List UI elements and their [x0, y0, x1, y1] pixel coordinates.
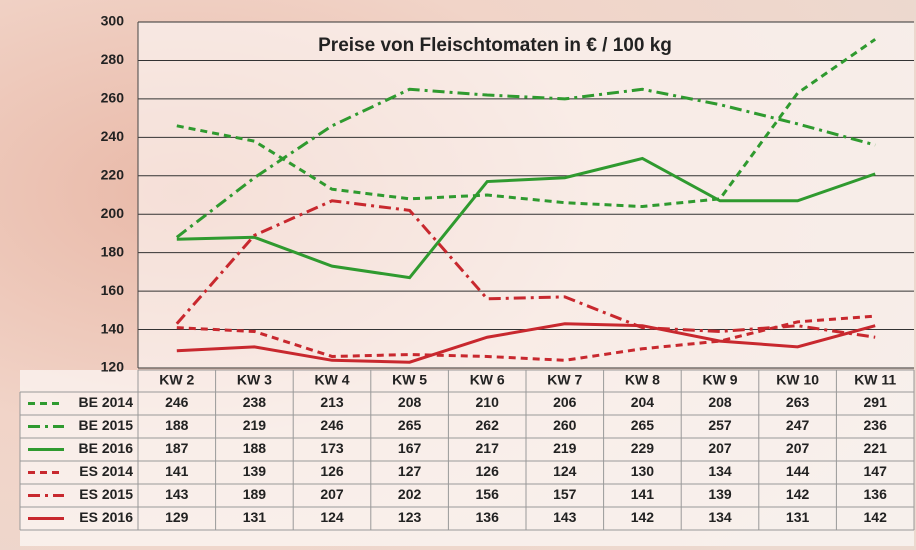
table-value: 131 [243, 509, 267, 525]
table-value: 124 [320, 509, 344, 525]
legend-label: BE 2016 [79, 440, 134, 456]
series-line [176, 156, 876, 280]
table-value: 246 [320, 417, 344, 433]
y-tick-label: 240 [101, 128, 125, 144]
x-tick-label: KW 9 [703, 372, 738, 388]
table-value: 217 [476, 440, 500, 456]
table-value: 207 [786, 440, 810, 456]
series-line [176, 322, 876, 364]
table-value: 246 [165, 394, 189, 410]
x-tick-label: KW 4 [315, 372, 350, 388]
y-tick-label: 200 [101, 205, 125, 221]
table-value: 127 [398, 463, 422, 479]
series-line [176, 314, 876, 362]
table-value: 247 [786, 417, 810, 433]
table-value: 141 [631, 486, 655, 502]
x-tick-label: KW 7 [547, 372, 582, 388]
table-value: 143 [165, 486, 189, 502]
plot-area [138, 22, 914, 368]
table-value: 262 [476, 417, 500, 433]
table-value: 208 [708, 394, 732, 410]
table-value: 156 [476, 486, 500, 502]
table-value: 123 [398, 509, 422, 525]
y-tick-label: 160 [101, 282, 125, 298]
table-value: 213 [320, 394, 344, 410]
y-tick-label: 260 [101, 90, 125, 106]
table-value: 265 [398, 417, 422, 433]
table-value: 124 [553, 463, 577, 479]
x-tick-label: KW 6 [470, 372, 505, 388]
table-value: 136 [864, 486, 888, 502]
table-value: 136 [476, 509, 500, 525]
y-tick-label: 220 [101, 166, 125, 182]
table-value: 141 [165, 463, 189, 479]
table-value: 257 [708, 417, 732, 433]
table-value: 202 [398, 486, 422, 502]
table-value: 126 [320, 463, 344, 479]
y-tick-label: 140 [101, 320, 125, 336]
table-value: 206 [553, 394, 577, 410]
table-value: 263 [786, 394, 810, 410]
series-line [175, 87, 876, 239]
table-value: 208 [398, 394, 422, 410]
table-value: 142 [864, 509, 888, 525]
table-value: 219 [243, 417, 267, 433]
table-value: 265 [631, 417, 655, 433]
table-value: 229 [631, 440, 655, 456]
table-value: 157 [553, 486, 577, 502]
table-value: 130 [631, 463, 655, 479]
table-value: 126 [476, 463, 500, 479]
table-value: 144 [786, 463, 810, 479]
table-value: 188 [243, 440, 267, 456]
table-value: 238 [243, 394, 267, 410]
legend-label: BE 2015 [79, 417, 134, 433]
table-value: 143 [553, 509, 577, 525]
data-table [20, 370, 914, 546]
y-tick-label: 120 [101, 359, 125, 375]
table-value: 221 [864, 440, 888, 456]
legend-label: ES 2016 [79, 509, 133, 525]
table-value: 204 [631, 394, 655, 410]
table-value: 291 [864, 394, 888, 410]
x-tick-label: KW 5 [392, 372, 427, 388]
table-value: 189 [243, 486, 267, 502]
legend-label: BE 2014 [79, 394, 134, 410]
x-tick-label: KW 10 [776, 372, 819, 388]
series-line [175, 199, 876, 339]
table-value: 187 [165, 440, 189, 456]
legend-label: ES 2014 [79, 463, 133, 479]
table-value: 167 [398, 440, 422, 456]
x-tick-label: KW 3 [237, 372, 272, 388]
table-value: 173 [320, 440, 344, 456]
table-value: 129 [165, 509, 189, 525]
table-value: 131 [786, 509, 810, 525]
x-tick-label: KW 11 [854, 372, 896, 388]
series-line [176, 38, 877, 209]
table-value: 142 [631, 509, 655, 525]
table-value: 207 [708, 440, 732, 456]
legend-label: ES 2015 [79, 486, 133, 502]
table-value: 236 [864, 417, 888, 433]
table-value: 219 [553, 440, 577, 456]
table-value: 139 [243, 463, 267, 479]
table-value: 142 [786, 486, 810, 502]
x-tick-label: KW 2 [159, 372, 194, 388]
table-value: 210 [476, 394, 500, 410]
table-value: 188 [165, 417, 189, 433]
y-tick-label: 300 [101, 13, 125, 29]
y-tick-label: 180 [101, 243, 125, 259]
table-value: 134 [708, 509, 732, 525]
chart-title: Preise von Fleischtomaten in € / 100 kg [318, 35, 672, 56]
table-value: 139 [708, 486, 732, 502]
table-value: 207 [320, 486, 344, 502]
table-value: 134 [708, 463, 732, 479]
x-tick-label: KW 8 [625, 372, 660, 388]
table-value: 260 [553, 417, 577, 433]
table-value: 147 [864, 463, 888, 479]
y-tick-label: 280 [101, 51, 125, 67]
